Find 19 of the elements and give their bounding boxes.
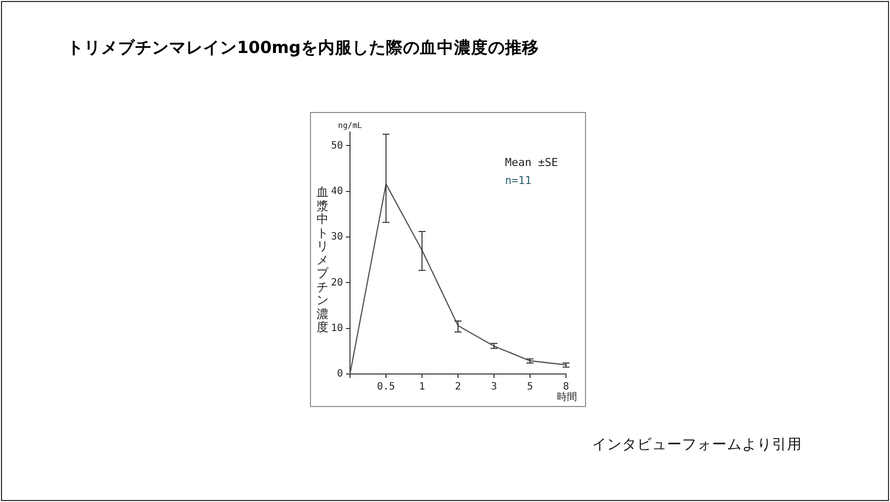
x-tick-label: 0.5 bbox=[376, 382, 396, 393]
x-tick-label: 2 bbox=[454, 382, 462, 393]
y-tick-label: 0 bbox=[336, 368, 343, 380]
y-tick-label: 10 bbox=[330, 322, 343, 334]
x-tick-label: 8 bbox=[562, 382, 570, 393]
annotation: Mean ±SE bbox=[505, 156, 558, 170]
y-tick-label: 40 bbox=[330, 186, 343, 197]
x-tick-label: 3 bbox=[490, 382, 498, 393]
text: 血漿中トリメブチン濃度 bbox=[316, 185, 328, 334]
x-tick-label: 5 bbox=[526, 382, 534, 393]
text: ng/mL bbox=[338, 121, 362, 131]
text: インタビューフォームより引用 bbox=[592, 437, 802, 454]
annotation: n=11 bbox=[505, 174, 532, 188]
chart-title: トリメブチンマレイン100mgを内服した際の血中濃度の推移 bbox=[67, 37, 539, 59]
y-tick-label: 20 bbox=[330, 277, 343, 288]
y-tick-label: 30 bbox=[330, 232, 343, 243]
x-axis-title: 時間 bbox=[557, 392, 577, 403]
x-tick-label: 1 bbox=[418, 382, 426, 393]
y-tick-label: 50 bbox=[330, 140, 343, 152]
